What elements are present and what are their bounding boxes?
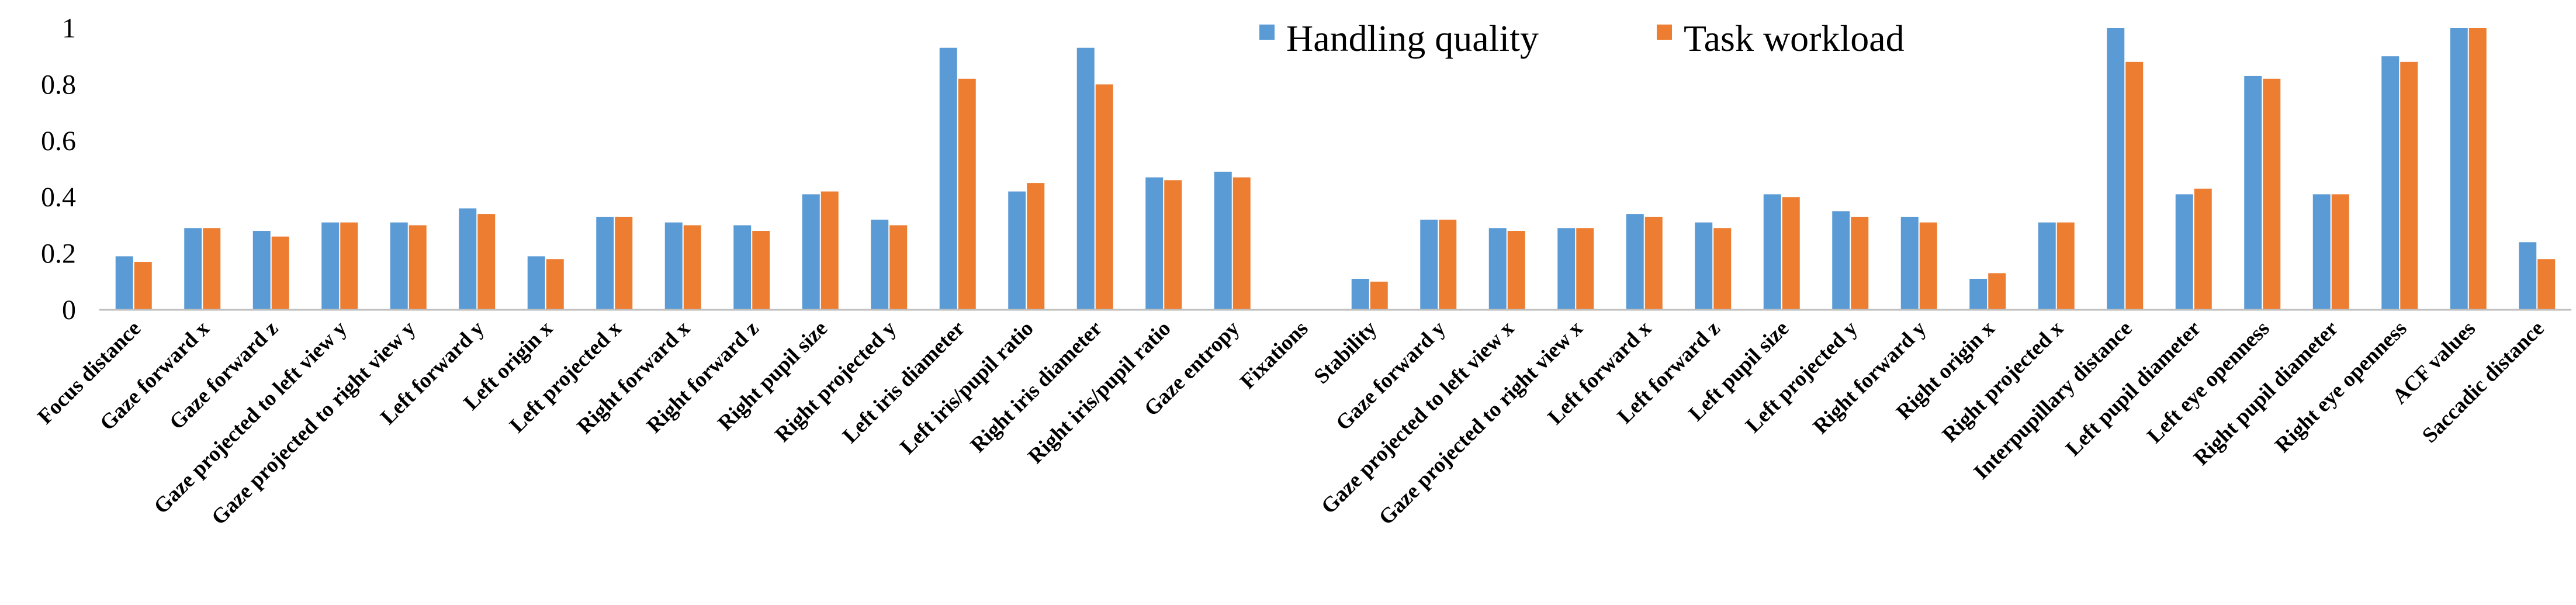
- category-label: Right projected y: [770, 316, 901, 447]
- bar-handling-quality: [184, 228, 202, 310]
- category-label: Right iris diameter: [966, 316, 1107, 457]
- bar-handling-quality: [390, 222, 408, 310]
- bar-handling-quality: [1488, 228, 1507, 310]
- bar-task-workload: [2125, 61, 2144, 310]
- category-label: Left pupil diameter: [2061, 316, 2205, 461]
- y-tick-label: 0.8: [41, 69, 76, 100]
- bar-task-workload: [958, 78, 976, 310]
- legend-swatch: [1259, 25, 1275, 40]
- bar-handling-quality: [1214, 171, 1232, 310]
- bar-task-workload: [1095, 84, 1113, 310]
- bar-handling-quality: [1763, 194, 1781, 310]
- bar-handling-quality: [1626, 214, 1644, 310]
- bar-task-workload: [134, 262, 152, 310]
- bar-handling-quality: [1969, 278, 1988, 310]
- bar-handling-quality: [2450, 28, 2468, 310]
- category-label: Fixations: [1235, 316, 1313, 393]
- bar-handling-quality: [115, 256, 133, 310]
- bar-task-workload: [2331, 194, 2349, 310]
- y-tick-label: 1: [62, 13, 76, 44]
- category-label: Saccadic distance: [2418, 316, 2549, 447]
- y-tick-label: 0: [62, 295, 76, 326]
- bar-handling-quality: [2312, 194, 2331, 310]
- bar-task-workload: [889, 225, 908, 310]
- y-tick-label: 0.6: [41, 126, 76, 157]
- category-label: Right projected x: [1938, 316, 2069, 447]
- legend: Handling quality Task workload: [1259, 18, 1905, 59]
- bar-task-workload: [820, 191, 839, 310]
- bar-handling-quality: [459, 208, 477, 310]
- bar-task-workload: [271, 236, 289, 310]
- bar-task-workload: [1919, 222, 1937, 310]
- bar-task-workload: [752, 231, 770, 310]
- bar-handling-quality: [2038, 222, 2056, 310]
- bar-handling-quality: [321, 222, 340, 310]
- bar-task-workload: [2468, 28, 2487, 310]
- bar-task-workload: [2056, 222, 2075, 310]
- bar-handling-quality: [664, 222, 683, 310]
- bar-task-workload: [1851, 216, 1869, 310]
- y-axis-ticks: 0 0.2 0.4 0.6 0.8 1: [41, 13, 76, 326]
- bar-handling-quality: [733, 225, 752, 310]
- bar-task-workload: [2537, 259, 2556, 310]
- bar-handling-quality: [939, 47, 957, 310]
- category-label: Right eye openness: [2270, 316, 2411, 457]
- bar-task-workload: [1370, 281, 1388, 310]
- bar-handling-quality: [1695, 222, 1713, 310]
- bar-task-workload: [340, 222, 358, 310]
- category-label: Left iris diameter: [838, 316, 970, 448]
- bar-task-workload: [1644, 216, 1663, 310]
- bars: [115, 28, 2556, 310]
- bar-handling-quality: [1557, 228, 1576, 310]
- bar-handling-quality: [2244, 75, 2262, 310]
- category-label: Left eye openness: [2142, 316, 2274, 448]
- bar-task-workload: [1027, 183, 1045, 310]
- legend-label: Task workload: [1684, 18, 1905, 59]
- bar-handling-quality: [871, 219, 889, 310]
- category-label: Stability: [1310, 316, 1382, 389]
- bar-task-workload: [546, 259, 564, 310]
- bar-handling-quality: [1420, 219, 1438, 310]
- y-tick-label: 0.4: [41, 182, 76, 213]
- bar-handling-quality: [1900, 216, 1919, 310]
- bar-handling-quality: [2381, 56, 2400, 310]
- category-label: Left iris/pupil ratio: [895, 316, 1038, 459]
- legend-label: Handling quality: [1286, 18, 1539, 59]
- bar-task-workload: [1164, 180, 1182, 310]
- bar-handling-quality: [527, 256, 545, 310]
- bar-task-workload: [1576, 228, 1594, 310]
- bar-handling-quality: [2519, 242, 2537, 310]
- bar-task-workload: [1713, 228, 1732, 310]
- y-tick-label: 0.2: [41, 238, 76, 269]
- bar-task-workload: [1988, 273, 2006, 310]
- bar-task-workload: [203, 228, 221, 310]
- bar-task-workload: [1507, 231, 1525, 310]
- bar-handling-quality: [1832, 211, 1850, 310]
- bar-handling-quality: [1351, 278, 1369, 310]
- bar-task-workload: [1232, 177, 1251, 310]
- bar-task-workload: [2400, 61, 2418, 310]
- bar-task-workload: [683, 225, 701, 310]
- bar-handling-quality: [1076, 47, 1095, 310]
- bar-task-workload: [1782, 197, 1800, 310]
- bar-task-workload: [2194, 188, 2212, 310]
- bar-handling-quality: [1145, 177, 1164, 310]
- bar-handling-quality: [1008, 191, 1026, 310]
- bar-task-workload: [1439, 219, 1457, 310]
- bar-task-workload: [2263, 78, 2281, 310]
- bar-task-workload: [477, 214, 496, 310]
- bar-handling-quality: [252, 231, 271, 310]
- bar-handling-quality: [802, 194, 820, 310]
- bar-task-workload: [615, 216, 633, 310]
- legend-swatch: [1657, 25, 1672, 40]
- bar-handling-quality: [2107, 28, 2125, 310]
- bar-task-workload: [408, 225, 427, 310]
- bar-handling-quality: [596, 216, 614, 310]
- bar-handling-quality: [2175, 194, 2193, 310]
